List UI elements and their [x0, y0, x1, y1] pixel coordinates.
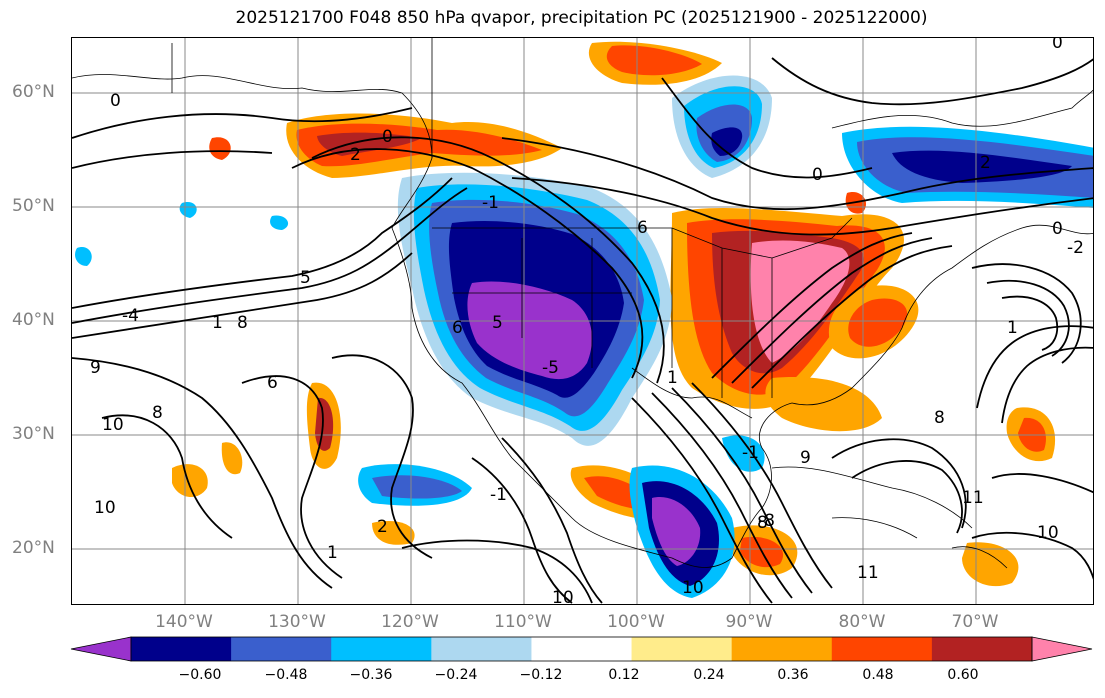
graticule	[72, 38, 1093, 604]
contour-label: 8	[757, 513, 768, 533]
contour-label: -1	[482, 193, 499, 213]
contour-label: -1	[742, 443, 759, 463]
contour-lines	[72, 57, 1093, 604]
colorbar-tick: 0.36	[777, 667, 809, 683]
colorbar-segment	[631, 637, 733, 661]
lat-label-20N: 20°N	[12, 538, 55, 558]
contour-label: 2	[980, 153, 991, 173]
contour-label: 0	[812, 165, 823, 185]
colorbar-tick: 0.24	[693, 667, 725, 683]
contour-label: 9	[90, 358, 101, 378]
contour-label: 1	[327, 543, 338, 563]
contour-label: 6	[267, 373, 278, 393]
contour-label: 6	[452, 318, 463, 338]
contour-label-group: 0 2 0 -1 0 5 -4 1 8 6 9 10 8 10 1 2 5 6 …	[90, 38, 1084, 605]
map-plot-area: 0 2 0 -1 0 5 -4 1 8 6 9 10 8 10 1 2 5 6 …	[71, 37, 1094, 605]
lon-label-120W: 120°W	[381, 612, 439, 632]
coastlines	[72, 38, 1093, 569]
contour-label: 10	[682, 578, 704, 598]
colorbar-extend-low	[70, 636, 132, 662]
colorbar-segment	[931, 637, 1033, 661]
contour-label: 10	[552, 588, 574, 605]
negative-anomaly-shading	[75, 75, 1093, 598]
colorbar-segment	[231, 637, 332, 661]
colorbar-tick: 0.48	[862, 667, 894, 683]
contour-label: 8	[237, 313, 248, 333]
contour-label: 0	[382, 127, 393, 147]
contour-label: 8	[934, 408, 945, 428]
colorbar-frame	[130, 636, 1033, 662]
lon-label-70W: 70°W	[951, 612, 999, 632]
colorbar-tick: 0.12	[608, 667, 640, 683]
contour-label: 2	[377, 517, 388, 537]
colorbar-segment	[731, 637, 833, 661]
contour-label: 10	[1037, 523, 1059, 543]
colorbar	[70, 636, 1093, 662]
colorbar-segment	[831, 637, 933, 661]
contour-label: 1	[212, 313, 223, 333]
colorbar-segment	[431, 637, 532, 661]
colorbar-tick: −0.60	[178, 667, 222, 683]
lat-label-50N: 50°N	[12, 196, 55, 216]
map-title: 2025121700 F048 850 hPa qvapor, precipit…	[235, 8, 928, 28]
colorbar-segments	[70, 636, 1093, 662]
contour-label: 11	[962, 488, 984, 508]
colorbar-segment	[331, 637, 432, 661]
contour-label: -8	[758, 511, 775, 531]
contour-label: 0	[1052, 38, 1063, 53]
contour-label: 10	[102, 415, 124, 435]
contour-label: 8	[152, 403, 163, 423]
lat-label-30N: 30°N	[12, 424, 55, 444]
lon-label-90W: 90°W	[725, 612, 773, 632]
lat-label-40N: 40°N	[12, 310, 55, 330]
lon-label-110W: 110°W	[494, 612, 552, 632]
lon-label-140W: 140°W	[155, 612, 213, 632]
contour-label: 5	[492, 313, 503, 333]
contour-label: 0	[1052, 219, 1063, 239]
lat-label-60N: 60°N	[12, 82, 55, 102]
colorbar-segment	[131, 637, 232, 661]
contour-label: 1	[1007, 318, 1018, 338]
contour-label: -5	[542, 358, 559, 378]
colorbar-extend-high	[1031, 636, 1093, 662]
colorbar-segment	[531, 637, 633, 661]
colorbar-tick: −0.24	[434, 667, 478, 683]
contour-label: 5	[300, 268, 311, 288]
contour-label: 6	[637, 218, 648, 238]
contour-label: 11	[857, 563, 879, 583]
colorbar-tick: −0.48	[264, 667, 308, 683]
lon-label-100W: 100°W	[607, 612, 665, 632]
map-svg: 0 2 0 -1 0 5 -4 1 8 6 9 10 8 10 1 2 5 6 …	[72, 38, 1093, 605]
contour-label: 10	[94, 498, 116, 518]
contour-label: -1	[490, 485, 507, 505]
colorbar-tick: −0.36	[349, 667, 393, 683]
contour-label: -2	[1067, 238, 1084, 258]
colorbar-tick: −0.12	[519, 667, 563, 683]
contour-label: 1	[667, 368, 678, 388]
contour-label: 0	[110, 91, 121, 111]
lon-label-80W: 80°W	[838, 612, 886, 632]
contour-label: 9	[800, 448, 811, 468]
contour-label: -4	[122, 306, 139, 326]
contour-label: 2	[350, 145, 361, 165]
colorbar-tick: 0.60	[947, 667, 979, 683]
lon-label-130W: 130°W	[268, 612, 326, 632]
